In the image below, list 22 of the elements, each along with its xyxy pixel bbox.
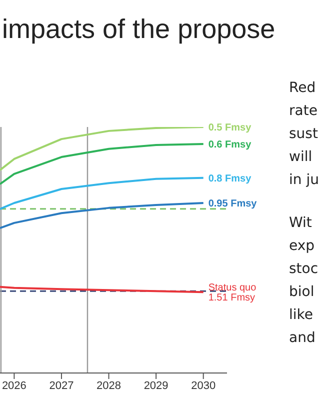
- series-label: 0.95 Fmsy: [208, 198, 258, 210]
- x-tick-label: 2030: [191, 380, 216, 392]
- text: will: [289, 149, 312, 165]
- x-tick-label: 2027: [49, 380, 74, 392]
- text: Red: [289, 80, 316, 96]
- text: biol: [289, 284, 314, 300]
- x-tick-label: 2026: [2, 380, 26, 392]
- series-label: 0.6 Fmsy: [208, 140, 252, 151]
- text: sust: [289, 126, 318, 142]
- x-tick-label: 2028: [96, 380, 122, 392]
- series-label: 0.8 Fmsy: [208, 173, 252, 184]
- text: Wit: [289, 215, 312, 231]
- chart-title: impacts of the propose: [2, 14, 276, 45]
- text: stoc: [289, 261, 318, 277]
- text: rate: [289, 103, 318, 119]
- text: in ju: [289, 172, 319, 188]
- text: like: [289, 307, 314, 323]
- series-label: 0.5 Fmsy: [208, 122, 252, 134]
- x-tick-label: 2029: [144, 380, 168, 392]
- text: exp: [289, 238, 315, 254]
- text: and: [289, 330, 316, 346]
- series-label: Status quo 1.51 Fmsy: [208, 282, 257, 304]
